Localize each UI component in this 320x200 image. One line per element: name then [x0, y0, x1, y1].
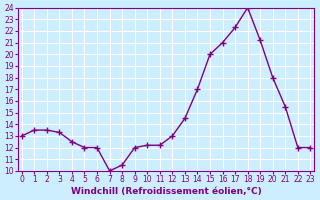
- X-axis label: Windchill (Refroidissement éolien,°C): Windchill (Refroidissement éolien,°C): [71, 187, 261, 196]
